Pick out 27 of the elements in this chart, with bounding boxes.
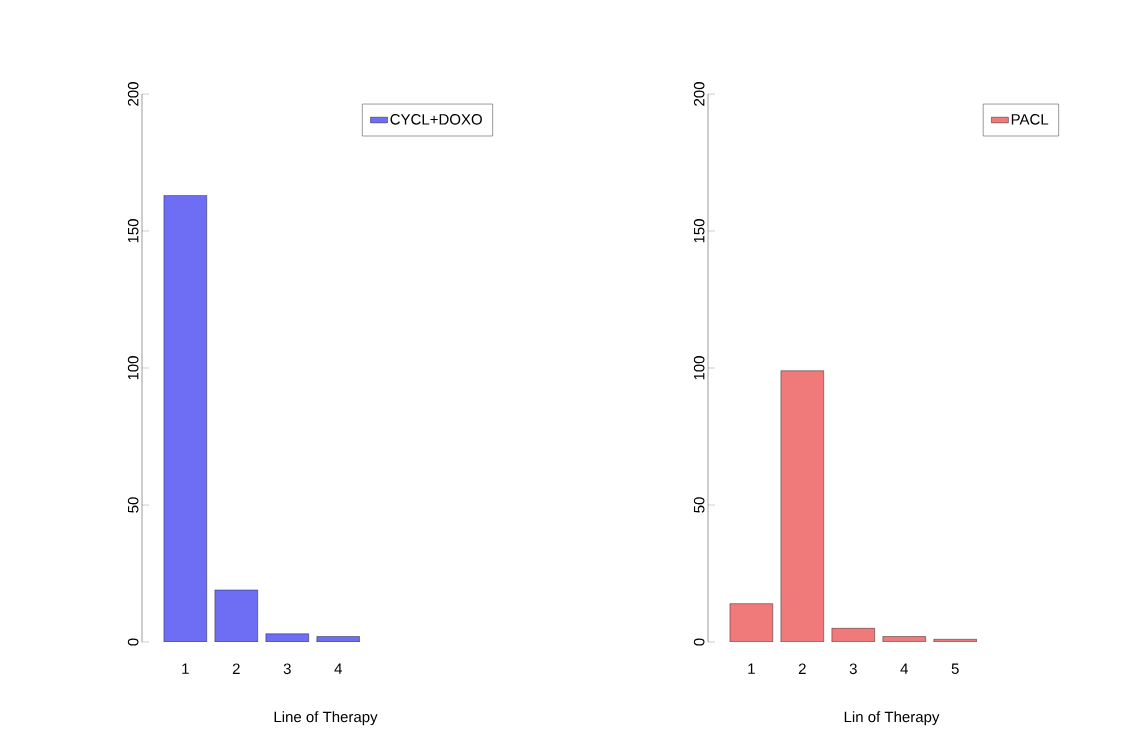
bar [780,370,824,642]
y-tick-label: 0 [127,638,139,646]
y-tick-label: 0 [693,638,705,646]
y-tick-label: 200 [693,82,705,106]
x-tick-label: 1 [748,663,755,674]
y-tick-label: 200 [127,82,139,106]
y-tick-label: 100 [127,356,139,380]
x-tick-label: 2 [232,663,240,674]
y-tick-label: 100 [693,356,705,380]
x-axis-title: Line of Therapy [274,711,378,726]
x-axis-title: Lin of Therapy [844,711,940,726]
x-tick-label: 4 [900,663,908,674]
legend-label: CYCL+DOXO [390,114,482,125]
x-tick-label: 2 [798,663,806,674]
bar [214,589,258,642]
x-tick-label: 4 [334,663,342,674]
y-tick-label: 150 [693,219,705,243]
x-tick-label: 5 [951,663,959,674]
x-tick-label: 3 [283,663,291,675]
bar [163,195,207,642]
legend-label: PACL [1011,114,1049,125]
x-tick-label: 1 [182,663,189,674]
y-tick-label: 150 [127,219,139,243]
x-tick-label: 3 [849,663,857,675]
bar [729,603,773,642]
y-tick-label: 50 [693,497,705,513]
y-tick-label: 50 [127,497,139,513]
